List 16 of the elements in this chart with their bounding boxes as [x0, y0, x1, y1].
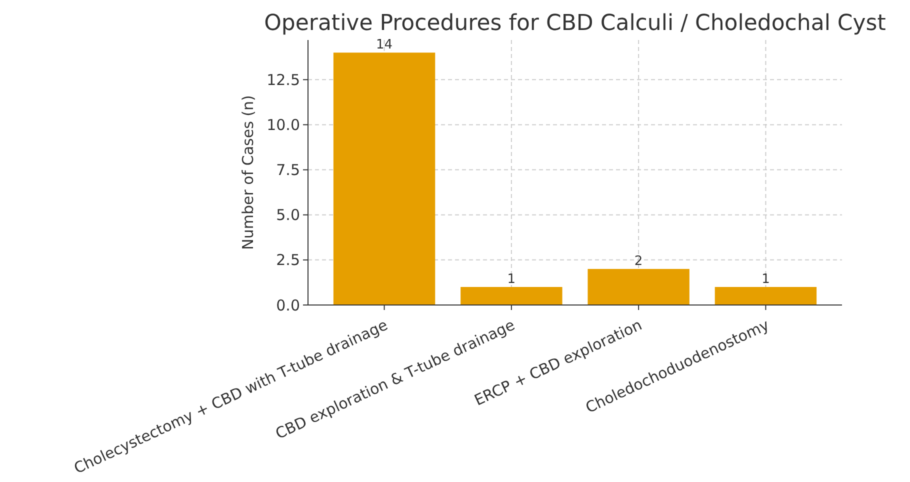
chart-title: Operative Procedures for CBD Calculi / Choledochal Cyst: [264, 11, 886, 36]
data-label: 1: [762, 272, 770, 287]
data-label: 2: [634, 254, 643, 269]
bar: [460, 286, 562, 305]
bar: [333, 52, 436, 305]
y-tick-label: 5.0: [276, 206, 300, 224]
y-tick-label: 12.5: [266, 70, 300, 89]
data-label: 14: [376, 38, 393, 53]
y-tick-label: 10.0: [266, 116, 300, 134]
bar: [714, 286, 817, 305]
bar: [588, 268, 690, 305]
y-tick-label: 2.5: [276, 251, 300, 270]
y-tick-label: 0.0: [276, 296, 300, 314]
data-label: 1: [507, 272, 516, 287]
y-axis-title: Number of Cases (n): [239, 95, 257, 250]
y-tick-label: 7.5: [276, 161, 300, 180]
